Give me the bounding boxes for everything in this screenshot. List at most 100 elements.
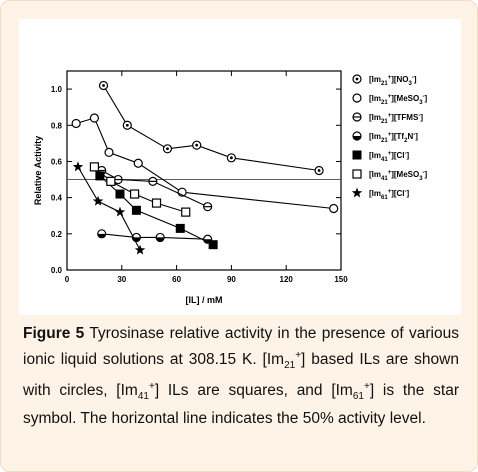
legend-label-run: + xyxy=(388,75,392,81)
data-point xyxy=(72,161,84,172)
caption-subscript: 61 xyxy=(352,391,364,403)
legend-label-run: - xyxy=(423,170,425,176)
data-point-center xyxy=(195,143,199,147)
legend-label-run: + xyxy=(388,113,392,119)
caption-text-run: ] based ILs are shown with circles, [Im xyxy=(23,350,459,400)
legend-label-run: ] xyxy=(407,151,410,160)
legend-label-run: [Im xyxy=(369,151,381,160)
data-point xyxy=(95,171,105,181)
series-line xyxy=(103,85,320,172)
legend-label-run: ] xyxy=(420,113,423,122)
data-point xyxy=(329,203,339,214)
legend-label-run: [Im xyxy=(369,75,381,84)
legend-label-run: ][NO xyxy=(391,75,408,84)
caption-superscript: + xyxy=(363,381,370,393)
legend-label-run: - xyxy=(412,75,414,81)
legend-label-run: ] xyxy=(407,189,410,198)
x-tick-label: 60 xyxy=(172,275,181,284)
legend-label-run: ][MeSO xyxy=(391,170,419,179)
data-point xyxy=(104,147,114,158)
legend-label-run: 61 xyxy=(381,195,388,201)
y-tick-label: 0.0 xyxy=(51,266,63,275)
relative-activity-chart: 0 30 60 90 120 150 0.0 0.2 0.4 0.6 0.8 1.0 [IL] / mM… xyxy=(33,70,428,305)
data-point xyxy=(134,244,146,255)
legend-label-run: + xyxy=(388,94,392,100)
series-5 xyxy=(89,162,191,217)
legend-label-run: 21 xyxy=(381,119,388,125)
data-point-center xyxy=(102,84,105,87)
series-3 xyxy=(97,229,213,244)
legend-label-run: ][Cl xyxy=(391,151,404,160)
data-point xyxy=(89,162,100,172)
caption-text: Tyrosinase relative activity in the pres… xyxy=(23,325,459,427)
data-point xyxy=(71,118,81,129)
data-point-center xyxy=(230,156,233,160)
legend-label: [Im41+][MeSO3-] xyxy=(369,170,428,182)
legend-label-run: [Im xyxy=(369,132,381,141)
data-point-center xyxy=(166,147,169,151)
data-point xyxy=(133,158,143,168)
series-line xyxy=(75,117,334,210)
series-group xyxy=(71,80,339,255)
data-point-half xyxy=(97,233,106,238)
legend-label-run: N xyxy=(407,132,413,141)
legend-label-run: ][MeSO xyxy=(391,94,419,103)
legend-label-run: 21 xyxy=(381,138,388,144)
y-axis-label: Relative Activity xyxy=(33,136,43,205)
x-tick-label: 30 xyxy=(117,275,126,284)
legend-label: [Im61+][Cl-] xyxy=(369,189,410,201)
legend-label-run: 3 xyxy=(409,81,413,87)
legend-label-run: ] xyxy=(425,94,428,103)
legend-label-run: + xyxy=(388,170,392,176)
x-axis-label: [IL] / mM xyxy=(186,295,223,305)
legend-marker-half xyxy=(353,136,361,140)
legend-label-run: - xyxy=(405,151,407,157)
data-point xyxy=(181,207,191,217)
legend-label-run: - xyxy=(413,132,415,138)
legend-label: [Im21+][MeSO3-] xyxy=(369,94,428,106)
data-point-center xyxy=(317,169,321,172)
legend: [Im21+][NO3-][Im21+][MeSO3-][Im21+][TFMS… xyxy=(351,74,428,201)
caption-label: Figure 5 xyxy=(23,325,85,342)
data-point xyxy=(115,189,125,199)
x-tick-label: 90 xyxy=(227,275,236,284)
figure-caption: Figure 5 Tyrosinase relative activity in… xyxy=(23,323,459,430)
legend-label-run: + xyxy=(388,189,392,195)
legend-label-run: - xyxy=(423,94,425,100)
legend-label-run: + xyxy=(388,132,392,138)
legend-label-run: + xyxy=(388,151,392,157)
caption-superscript: + xyxy=(295,349,302,361)
legend-label-run: [Im xyxy=(369,170,381,179)
caption-subscript: 41 xyxy=(137,391,149,403)
plot-frame xyxy=(66,70,342,271)
legend-label: [Im41+][Cl-] xyxy=(369,151,410,163)
legend-label-run: [Im xyxy=(369,113,381,122)
legend-label-run: 3 xyxy=(419,100,423,106)
x-tick-label: 120 xyxy=(280,275,294,284)
caption-subscript: 21 xyxy=(284,359,296,371)
data-point xyxy=(208,240,218,250)
data-point xyxy=(106,176,116,186)
data-point xyxy=(92,195,104,206)
legend-label-run: - xyxy=(418,113,420,119)
x-tick-label: 0 xyxy=(65,275,70,284)
legend-label-run: 21 xyxy=(381,81,388,87)
series-line xyxy=(101,170,208,208)
x-tick-label: 150 xyxy=(334,275,348,284)
legend-marker xyxy=(352,150,362,160)
series-6 xyxy=(72,161,146,255)
caption-text-run: ] ILs are squares, and [Im xyxy=(154,382,353,400)
legend-marker xyxy=(351,187,363,198)
legend-label-run: 41 xyxy=(381,176,388,182)
caption-text-run: ] is the star symbol. The horizontal lin… xyxy=(23,382,459,427)
legend-label-run: 2 xyxy=(404,138,408,144)
data-point xyxy=(89,113,100,123)
data-point xyxy=(131,205,141,215)
legend-label: [Im21+][NO3-] xyxy=(369,75,417,87)
series-line xyxy=(101,233,208,240)
legend-label-run: 21 xyxy=(381,100,388,106)
y-tick-label: 0.4 xyxy=(51,194,63,203)
data-point-half xyxy=(156,237,165,242)
data-point xyxy=(129,189,140,199)
